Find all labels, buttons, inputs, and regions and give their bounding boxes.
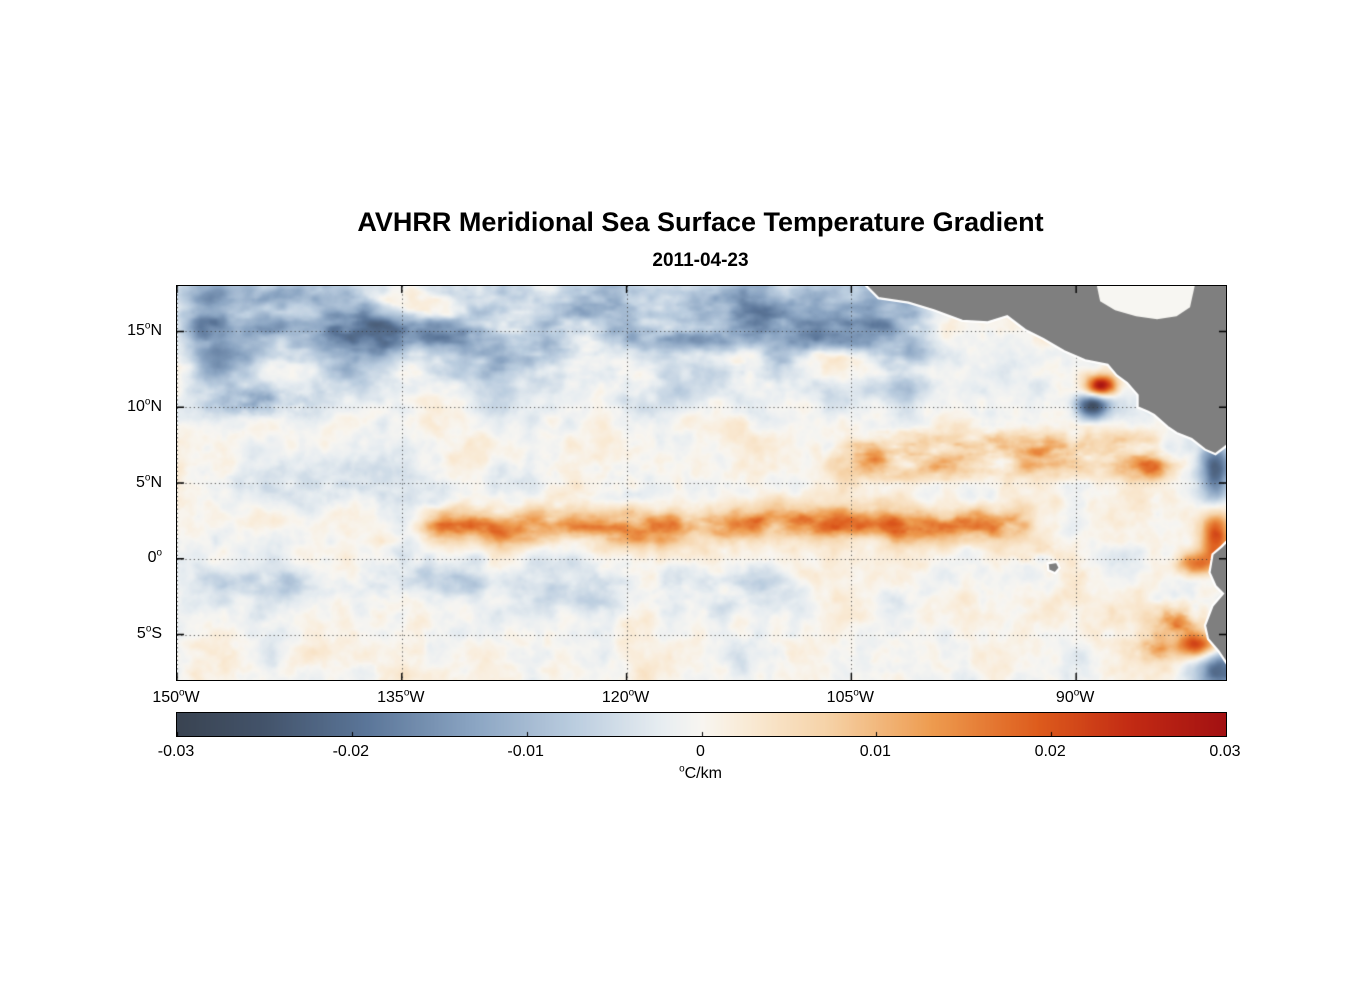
- colorbar-tick-label-0.03: 0.03: [1209, 743, 1241, 760]
- colorbar-tick-label-0.01: 0.01: [859, 743, 891, 760]
- lon-tick-label-150W: 150oW: [152, 687, 200, 706]
- lon-tick-label-105W: 105oW: [826, 687, 874, 706]
- lon-tick-label-90W: 90oW: [1055, 687, 1095, 706]
- colorbar-tick-label-0.02: 0.02: [1034, 743, 1066, 760]
- sst-gradient-field-canvas: [177, 286, 1226, 680]
- lat-tick-label-5N: 5oN: [136, 472, 162, 491]
- colorbar-tick-label-0: 0: [696, 743, 705, 760]
- map-axes: [176, 285, 1227, 681]
- lat-tick-label-0deg: 0o: [147, 547, 162, 567]
- lat-tick-label-5S: 5oS: [136, 623, 162, 643]
- chart-title: AVHRR Meridional Sea Surface Temperature…: [357, 207, 1044, 237]
- lat-tick-label-10N: 10oN: [127, 396, 162, 415]
- lon-tick-label-120W: 120oW: [601, 687, 650, 706]
- colorbar-tick-label--0.01: -0.01: [507, 743, 544, 760]
- colorbar-tick-label--0.03: -0.03: [157, 743, 195, 760]
- colorbar-tick-label--0.02: -0.02: [332, 743, 370, 760]
- chart-subtitle: 2011-04-23: [652, 250, 749, 271]
- colorbar-unit-label: oC/km: [679, 763, 722, 782]
- lat-tick-label-15N: 15oN: [127, 320, 162, 339]
- lon-tick-label-135W: 135oW: [377, 687, 425, 706]
- colorbar: [176, 712, 1227, 737]
- colorbar-gradient-canvas: [177, 713, 1226, 736]
